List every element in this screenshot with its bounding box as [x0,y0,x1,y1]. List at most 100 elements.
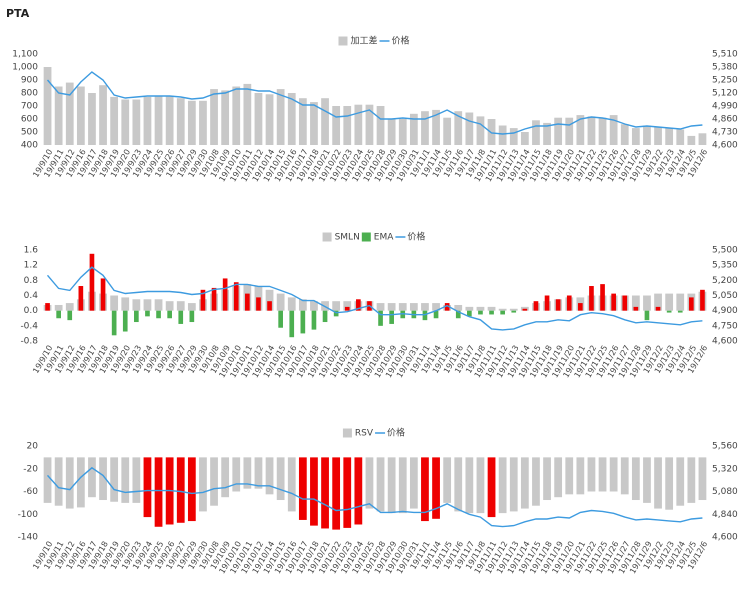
bar [287,457,296,512]
y2-tick-label: 4,900 [712,306,738,316]
bar [489,310,494,315]
bar [289,310,295,338]
bar [287,93,296,145]
bar [99,457,107,501]
bar [143,96,152,145]
bar [99,85,107,145]
bar [187,303,196,311]
bar [65,457,74,509]
bar [232,86,241,145]
bar [520,306,529,311]
y-tick-label: 1.6 [24,246,39,256]
bar [310,457,318,526]
y2-tick-label: 5,120 [712,89,738,99]
bar [633,306,639,311]
bar [365,104,374,145]
bar [566,295,572,311]
bar [76,86,85,145]
bar [700,289,705,311]
bar [498,125,507,145]
bar [122,310,128,332]
bar [587,457,596,492]
y2-tick-label: 4,860 [712,115,738,125]
bar [444,303,450,311]
bar [600,284,605,311]
bar [121,297,130,311]
bar [265,94,274,145]
bar [421,457,429,522]
price-line [46,466,703,528]
bar [222,278,228,311]
y-tick-label: -0.8 [20,337,38,347]
bar [509,308,518,311]
bar [398,303,407,311]
bar [143,299,152,311]
y2-tick-label: 4,750 [712,321,738,331]
legend: SMLN EMA 价格 [322,231,425,243]
bar [245,293,250,311]
legend-label: 价格 [387,427,405,439]
bar [343,106,352,145]
bar [321,98,329,145]
legend-label: 价格 [407,231,425,243]
bar [432,457,440,519]
bar [333,310,339,317]
bar [578,303,583,311]
bar [332,301,341,311]
bar [398,457,407,514]
bar [56,310,61,319]
bar [256,297,261,311]
bar [110,96,119,145]
bar [221,457,230,498]
bar [145,310,150,317]
bar [400,310,406,319]
bar [132,457,141,503]
bar [520,132,529,145]
y2-tick-label: 4,600 [712,533,738,543]
bar [287,297,296,311]
bar [132,299,141,311]
legend-label: RSV [355,429,374,439]
bar [310,301,318,311]
bar [165,301,174,311]
bar [88,457,96,498]
bar [476,457,485,514]
bar [665,293,674,311]
bar [509,457,518,512]
bar [154,95,163,145]
y-tick-label: 1,000 [12,63,38,73]
bar [465,457,474,514]
price-line [46,266,703,331]
y2-tick-label: 5,320 [712,464,738,474]
bar [154,299,163,311]
bar [609,457,618,492]
bar [45,303,50,311]
bar [433,310,439,319]
bar [344,306,350,311]
bar [100,278,106,311]
y-tick-label: 0.4 [24,291,39,301]
bar [311,310,317,330]
legend: 加工差 价格 [338,35,410,47]
bar [598,117,607,145]
bar [611,293,616,311]
y-tick-label: 0.0 [24,306,39,316]
y2-tick-label: 5,380 [712,63,738,73]
bar [643,125,651,145]
bar [554,457,563,498]
bar [298,299,307,311]
bar [654,126,662,145]
bar [210,457,218,506]
bar [200,289,206,311]
bar [88,93,96,145]
bar [467,310,472,317]
bar [76,457,85,508]
bar [276,457,285,501]
bar [254,93,263,145]
price-line [46,71,703,135]
y2-tick-label: 5,560 [712,442,738,452]
chart-title: PTA [6,7,30,20]
legend-label: 价格 [392,35,410,47]
bar [409,457,418,509]
